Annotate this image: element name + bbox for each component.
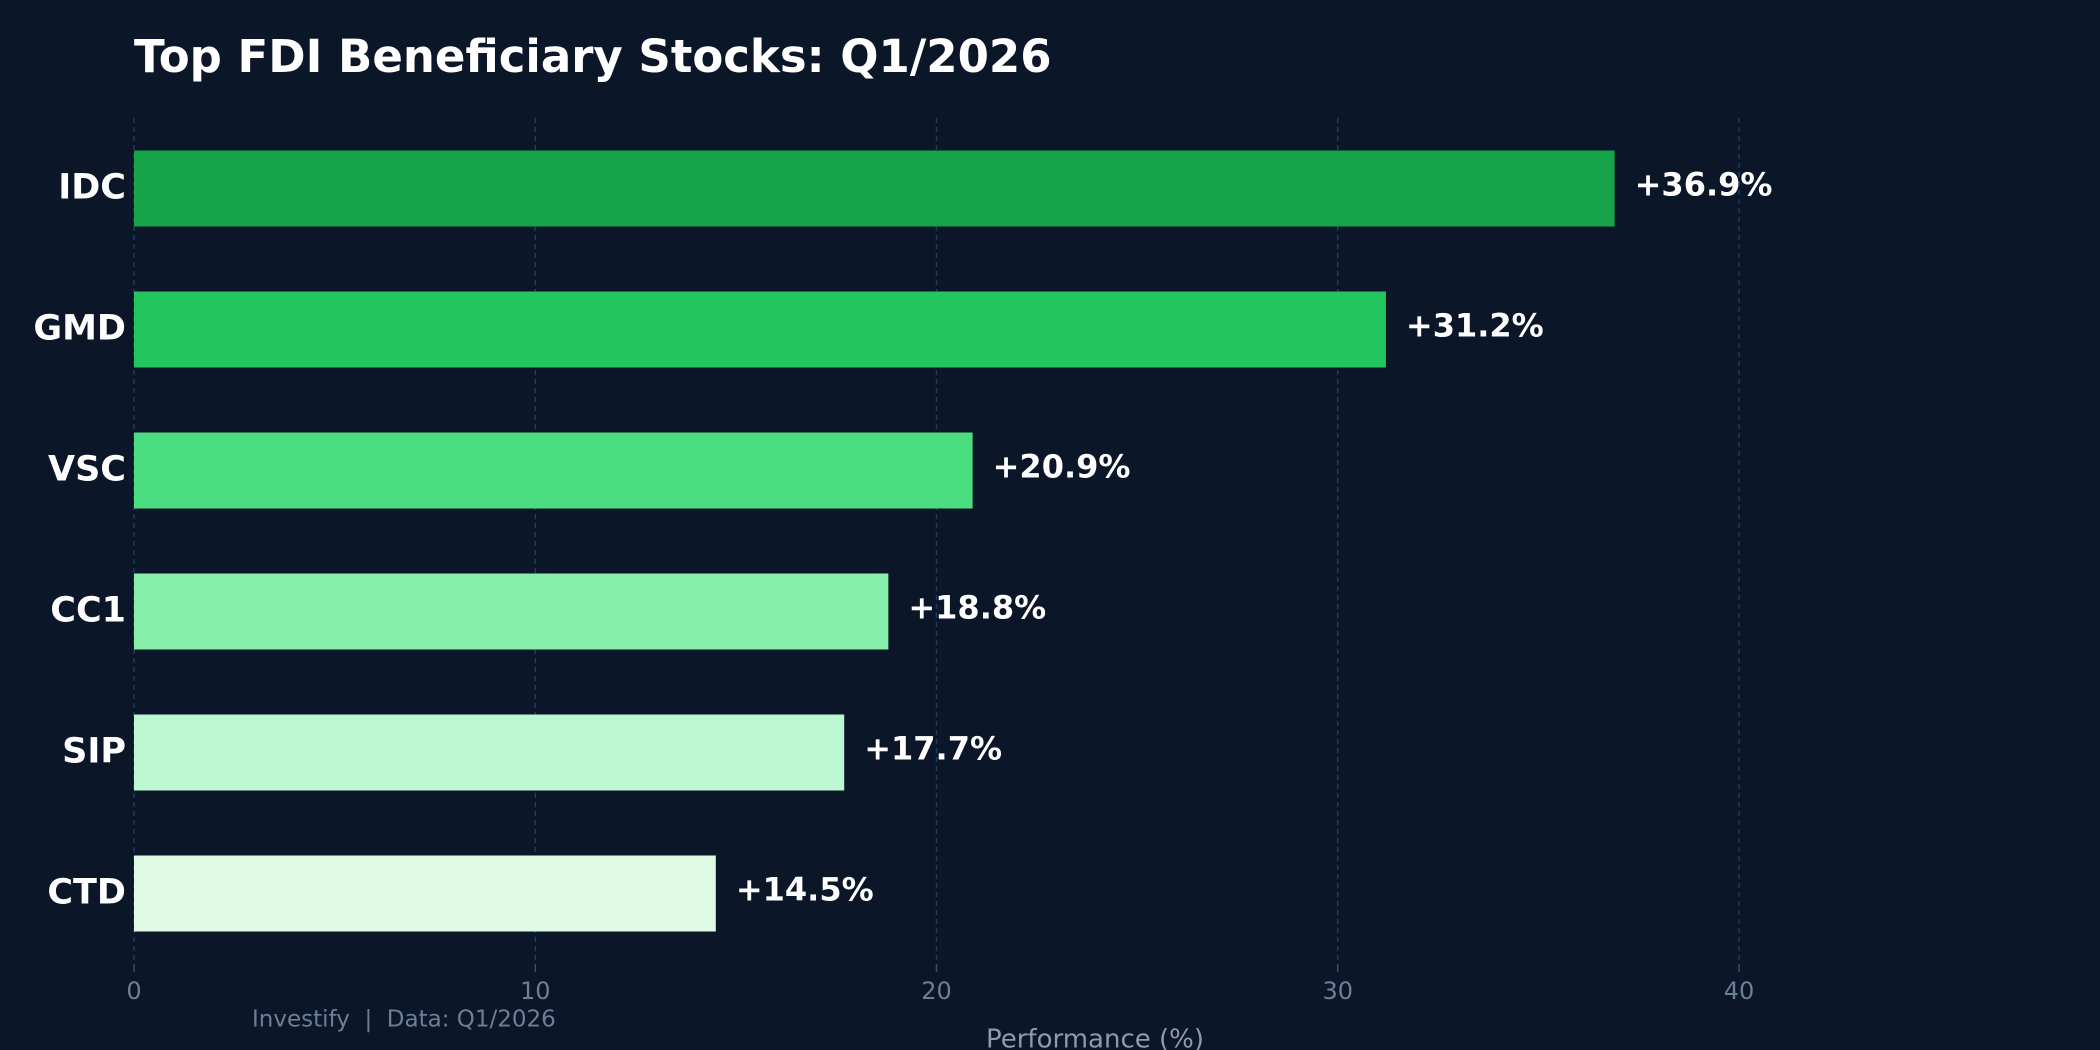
x-tick-label: 10 <box>520 977 551 1005</box>
value-label: +31.2% <box>1406 307 1544 345</box>
bar <box>134 714 845 791</box>
y-tick-label: SIP <box>62 732 126 772</box>
x-tick-label: 30 <box>1322 977 1353 1005</box>
y-tick-label: VSC <box>48 450 126 490</box>
y-tick-label: IDC <box>58 168 126 208</box>
value-label: +17.7% <box>864 730 1002 768</box>
footer: Investify | Data: Q1/2026 <box>252 1007 556 1033</box>
bar <box>134 573 889 650</box>
y-tick-label: GMD <box>33 309 126 349</box>
x-tick-label: 20 <box>921 977 952 1005</box>
bar <box>134 150 1615 227</box>
chart-title: Top FDI Beneficiary Stocks: Q1/2026 <box>134 30 1052 83</box>
value-label: +14.5% <box>736 871 874 909</box>
bar <box>134 432 973 509</box>
y-tick-label: CC1 <box>50 591 126 631</box>
value-label: +20.9% <box>993 448 1131 486</box>
bar <box>134 291 1386 368</box>
value-label: +18.8% <box>908 589 1046 627</box>
bar <box>134 855 716 932</box>
value-label: +36.9% <box>1635 166 1773 204</box>
x-axis-label: Performance (%) <box>986 1025 1204 1050</box>
y-tick-label: CTD <box>47 873 126 913</box>
x-tick-label: 40 <box>1724 977 1755 1005</box>
x-tick-label: 0 <box>126 977 141 1005</box>
